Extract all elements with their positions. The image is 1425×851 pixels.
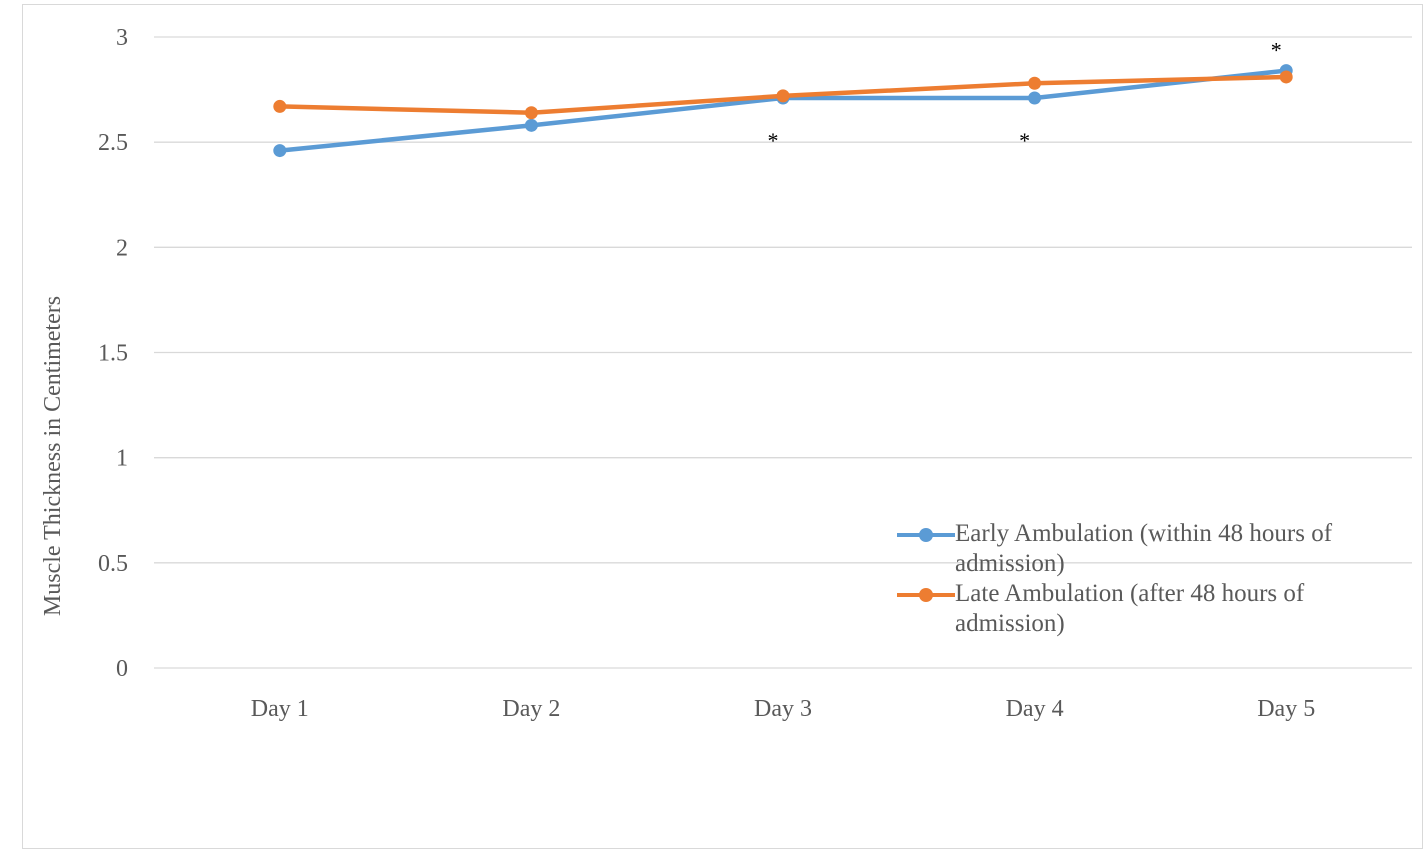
significance-marker: * xyxy=(1271,38,1282,63)
chart-frame xyxy=(22,4,1423,849)
data-point xyxy=(1028,76,1042,90)
significance-marker: * xyxy=(768,128,779,153)
y-tick-label: 2 xyxy=(116,235,128,261)
y-tick-label: 2.5 xyxy=(98,130,128,156)
legend-label-late: Late Ambulation (after 48 hours of admis… xyxy=(955,580,1305,637)
y-axis-ticks: 0 0.5 1 1.5 2 2.5 3 xyxy=(98,25,128,682)
legend-swatch-early xyxy=(897,519,955,549)
data-point xyxy=(776,89,790,103)
data-point xyxy=(1279,70,1293,84)
legend-item-late: Late Ambulation (after 48 hours of admis… xyxy=(897,579,1417,639)
data-point xyxy=(273,99,287,113)
legend: Early Ambulation (within 48 hours of adm… xyxy=(897,519,1417,639)
legend-label-early: Early Ambulation (within 48 hours of adm… xyxy=(955,520,1333,577)
x-tick-label: Day 5 xyxy=(1257,696,1315,722)
y-tick-label: 0 xyxy=(116,656,128,682)
legend-swatch-late xyxy=(897,579,955,609)
legend-item-early: Early Ambulation (within 48 hours of adm… xyxy=(897,519,1417,579)
x-axis-ticks: Day 1 Day 2 Day 3 Day 4 Day 5 xyxy=(251,696,1315,722)
annotations: * * * xyxy=(768,38,1282,153)
y-tick-label: 1.5 xyxy=(98,341,128,367)
x-tick-label: Day 2 xyxy=(502,696,560,722)
x-tick-label: Day 4 xyxy=(1006,696,1064,722)
y-axis-label: Muscle Thickness in Centimeters xyxy=(40,296,66,616)
x-tick-label: Day 3 xyxy=(754,696,812,722)
data-point xyxy=(1028,91,1042,105)
y-tick-label: 1 xyxy=(116,446,128,472)
significance-marker: * xyxy=(1019,128,1030,153)
y-tick-label: 3 xyxy=(116,25,128,51)
data-point xyxy=(524,106,538,120)
x-tick-label: Day 1 xyxy=(251,696,309,722)
data-point xyxy=(524,118,538,132)
series-group xyxy=(273,64,1293,158)
data-point xyxy=(273,144,287,158)
y-tick-label: 0.5 xyxy=(98,551,128,577)
